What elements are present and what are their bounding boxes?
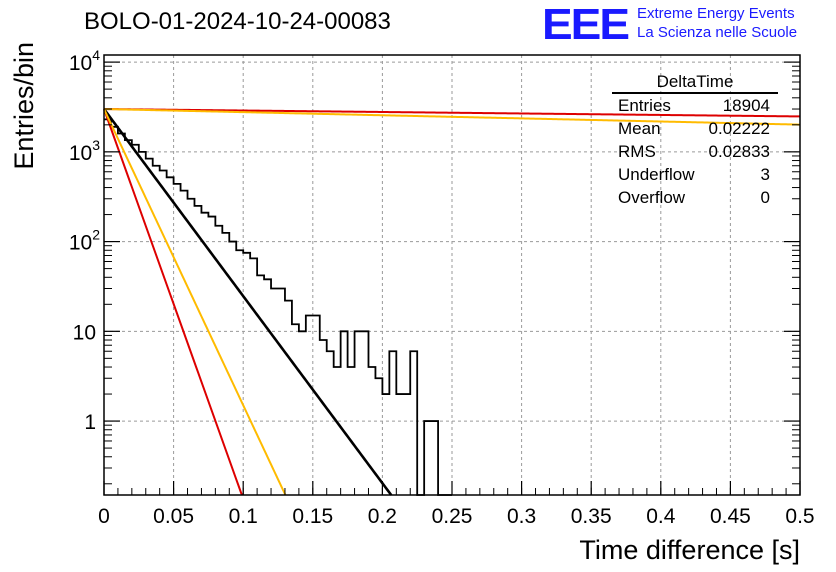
chart-title: BOLO-01-2024-10-24-00083	[84, 8, 391, 35]
fit-curve	[103, 108, 801, 118]
x-tick-label: 0.05	[153, 505, 194, 528]
stats-label: RMS	[618, 142, 656, 161]
x-tick-label: 0.15	[292, 505, 333, 528]
histogram	[104, 118, 452, 496]
logo-line-2: La Scienza nelle Scuole	[637, 24, 798, 41]
stats-value: 0.02833	[708, 142, 770, 161]
eee-logo-caption: Extreme Energy Events La Scienza nelle S…	[637, 4, 797, 42]
fit-curve	[103, 108, 287, 496]
x-tick-label: 0	[98, 505, 110, 528]
stats-label: Entries	[618, 96, 671, 115]
stats-label: Overflow	[618, 188, 686, 207]
stats-title: DeltaTime	[612, 72, 778, 94]
x-tick-label: 0.35	[571, 505, 612, 528]
y-tick-label: 10	[73, 321, 96, 344]
fit-curve	[103, 108, 801, 126]
x-tick-label: 0.1	[229, 505, 258, 528]
logo-line-1: Extreme Energy Events	[637, 5, 795, 22]
grid	[104, 55, 800, 495]
x-tick-label: 0.4	[646, 505, 676, 528]
x-tick-label: 0.2	[368, 505, 397, 528]
x-tick-label: 0.25	[432, 505, 473, 528]
stats-row: RMS 0.02833	[612, 140, 778, 163]
stats-row: Mean 0.02222	[612, 117, 778, 140]
axis-ticks: 0 0.05 0.1 0.15 0.2 0.25 0.3 0.35 0.4 0.45 0.5 1 10 1…	[69, 47, 815, 528]
histogram-outline	[104, 118, 452, 496]
fit-curve	[103, 108, 243, 496]
stats-label: Mean	[618, 119, 661, 138]
stats-label: Underflow	[618, 165, 695, 184]
stats-row: Underflow 3	[612, 163, 778, 186]
y-tick-label: 102	[69, 227, 100, 255]
y-tick-label: 1	[84, 411, 96, 434]
fit-curves	[102, 108, 801, 496]
x-tick-label: 0.5	[785, 505, 814, 528]
y-tick-label: 103	[69, 137, 100, 165]
y-axis-label: Entries/bin	[9, 42, 39, 170]
stats-value: 3	[760, 165, 770, 184]
x-axis-label: Time difference [s]	[579, 535, 800, 565]
stats-value: 0.02222	[708, 119, 770, 138]
y-tick-label: 104	[69, 47, 100, 75]
stats-value: 0	[760, 188, 770, 207]
stats-value: 18904	[722, 96, 770, 115]
stats-row: Overflow 0	[612, 186, 778, 209]
x-tick-label: 0.45	[710, 505, 751, 528]
stats-row: Entries 18904	[612, 94, 778, 117]
eee-logo: EEE	[542, 0, 630, 49]
fit-curve	[102, 108, 393, 496]
stats-box: DeltaTime Entries 18904 Mean 0.02222 RMS…	[612, 72, 778, 209]
x-tick-label: 0.3	[507, 505, 536, 528]
